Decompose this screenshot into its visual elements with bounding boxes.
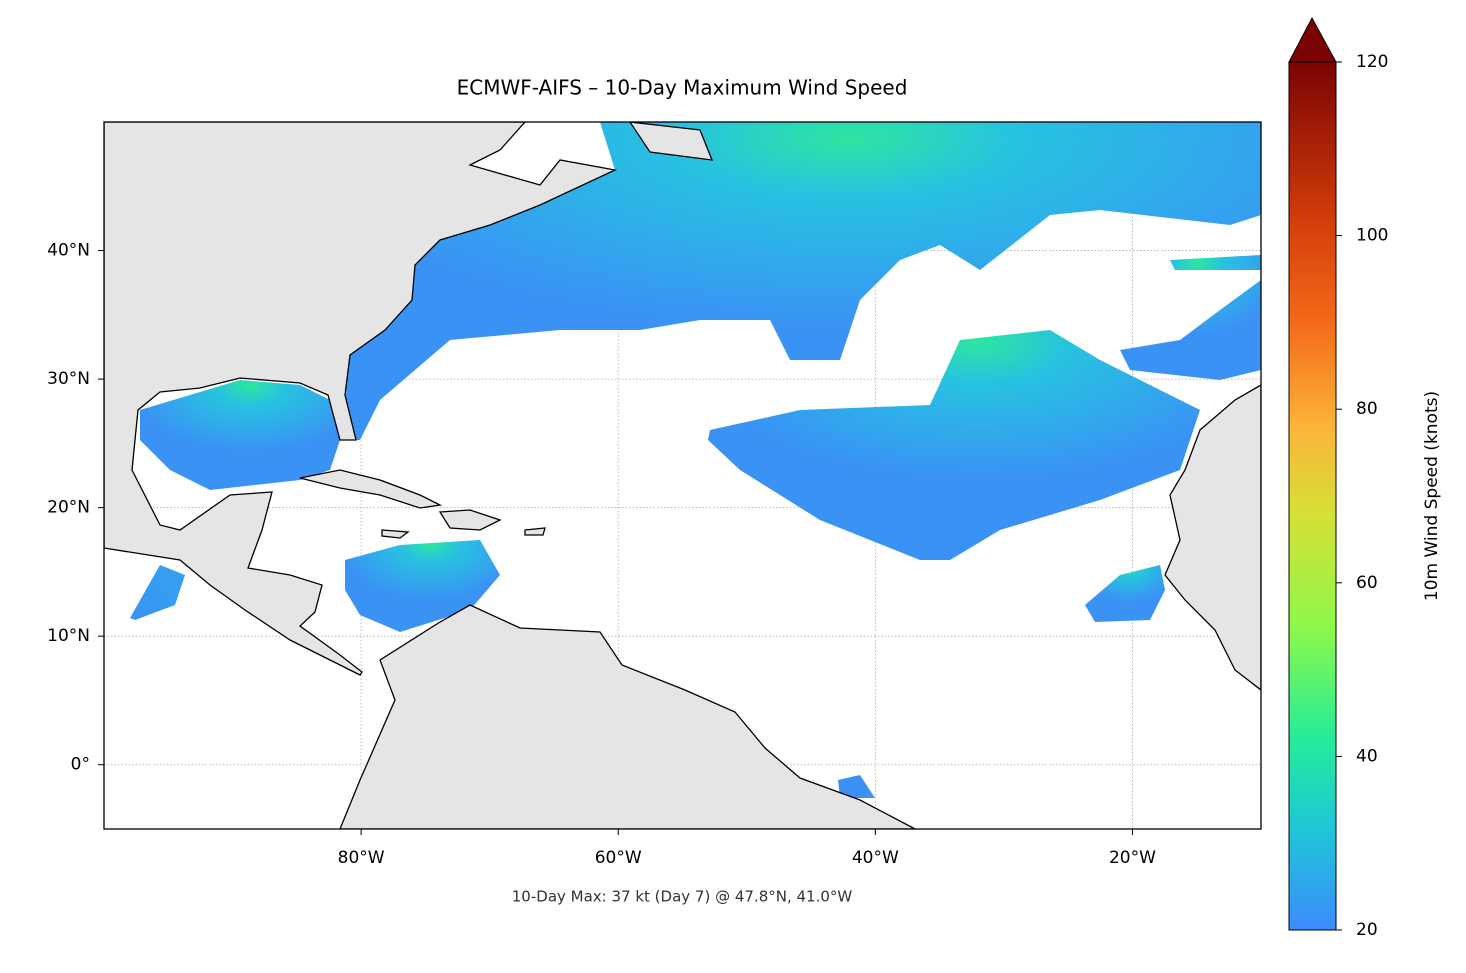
colorbar-extend — [1288, 16, 1337, 63]
land — [339, 604, 916, 829]
wind-field — [1085, 565, 1165, 622]
x-tick-label: 80°W — [338, 848, 385, 868]
colorbar-label: 10m Wind Speed (knots) — [1422, 391, 1442, 601]
colorbar-tick-label: 20 — [1356, 920, 1378, 940]
land — [104, 122, 618, 676]
colorbar-tick-label: 60 — [1356, 573, 1378, 593]
land — [1164, 384, 1261, 691]
x-tick-label: 20°W — [1109, 848, 1156, 868]
x-tick-label: 60°W — [595, 848, 642, 868]
colorbar-tick-label: 100 — [1356, 226, 1388, 246]
colorbar-tick-label: 80 — [1356, 399, 1378, 419]
wind-field — [140, 380, 340, 490]
y-tick-label: 0° — [71, 755, 90, 775]
wind-field — [708, 330, 1200, 560]
wind-field — [345, 122, 1261, 440]
land — [629, 122, 714, 161]
map-title: ECMWF-AIFS – 10-Day Maximum Wind Speed — [457, 76, 908, 100]
wind-field — [1120, 255, 1261, 380]
y-tick-label: 40°N — [47, 241, 90, 261]
x-tick-label: 40°W — [852, 848, 899, 868]
land — [299, 469, 546, 539]
y-tick-label: 20°N — [47, 498, 90, 518]
y-tick-label: 10°N — [47, 626, 90, 646]
annotation: 10-Day Max: 37 kt (Day 7) @ 47.8°N, 41.0… — [512, 888, 853, 906]
colorbar — [1288, 61, 1337, 931]
colorbar-tick-label: 120 — [1356, 52, 1388, 72]
map-layers — [104, 122, 1261, 829]
y-tick-label: 30°N — [47, 369, 90, 389]
colorbar-tick-label: 40 — [1356, 746, 1378, 766]
wind-field — [345, 540, 500, 632]
map-frame — [103, 121, 1262, 830]
